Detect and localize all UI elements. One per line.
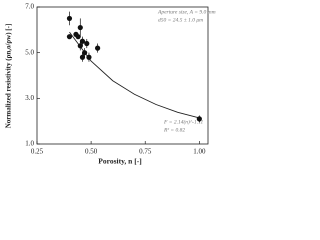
y-tick-label: 7.0 — [25, 3, 34, 11]
fit-curve — [69, 31, 200, 119]
annotation: Aperture size, A = 9.0 mm — [157, 9, 216, 15]
point — [77, 24, 83, 31]
point — [79, 38, 86, 44]
x-tick-label: 0.25 — [31, 148, 44, 156]
y-tick-label: 5.0 — [25, 48, 34, 56]
chart: Porosity, n [-] Normalized resistivity (… — [5, 3, 216, 166]
point — [86, 54, 92, 60]
point — [77, 43, 83, 49]
x-tick-label: 0.50 — [85, 148, 98, 156]
annotation: d50 = 24.5 ± 1.0 μm — [158, 16, 203, 23]
x-axis-label: Porosity, n [-] — [98, 157, 141, 166]
annotation: R² = 0.82 — [163, 127, 185, 133]
point — [66, 34, 73, 40]
y-axis-label: Normalized resistivity (ρn,o/ρw) [-] — [5, 24, 13, 129]
plot-frame — [36, 6, 209, 145]
x-tick-label: 1.00 — [193, 148, 206, 156]
y-tick-label: 3.0 — [25, 94, 34, 102]
point — [84, 40, 90, 47]
point — [66, 15, 73, 22]
point — [75, 34, 81, 40]
point — [95, 45, 101, 51]
y-tick-label: 1.0 — [25, 140, 34, 148]
point — [79, 54, 86, 60]
annotation: F = 2.14(n)^-1.11 — [163, 118, 203, 125]
x-tick-label: 0.75 — [139, 148, 152, 156]
point — [196, 116, 202, 122]
point — [82, 50, 88, 56]
